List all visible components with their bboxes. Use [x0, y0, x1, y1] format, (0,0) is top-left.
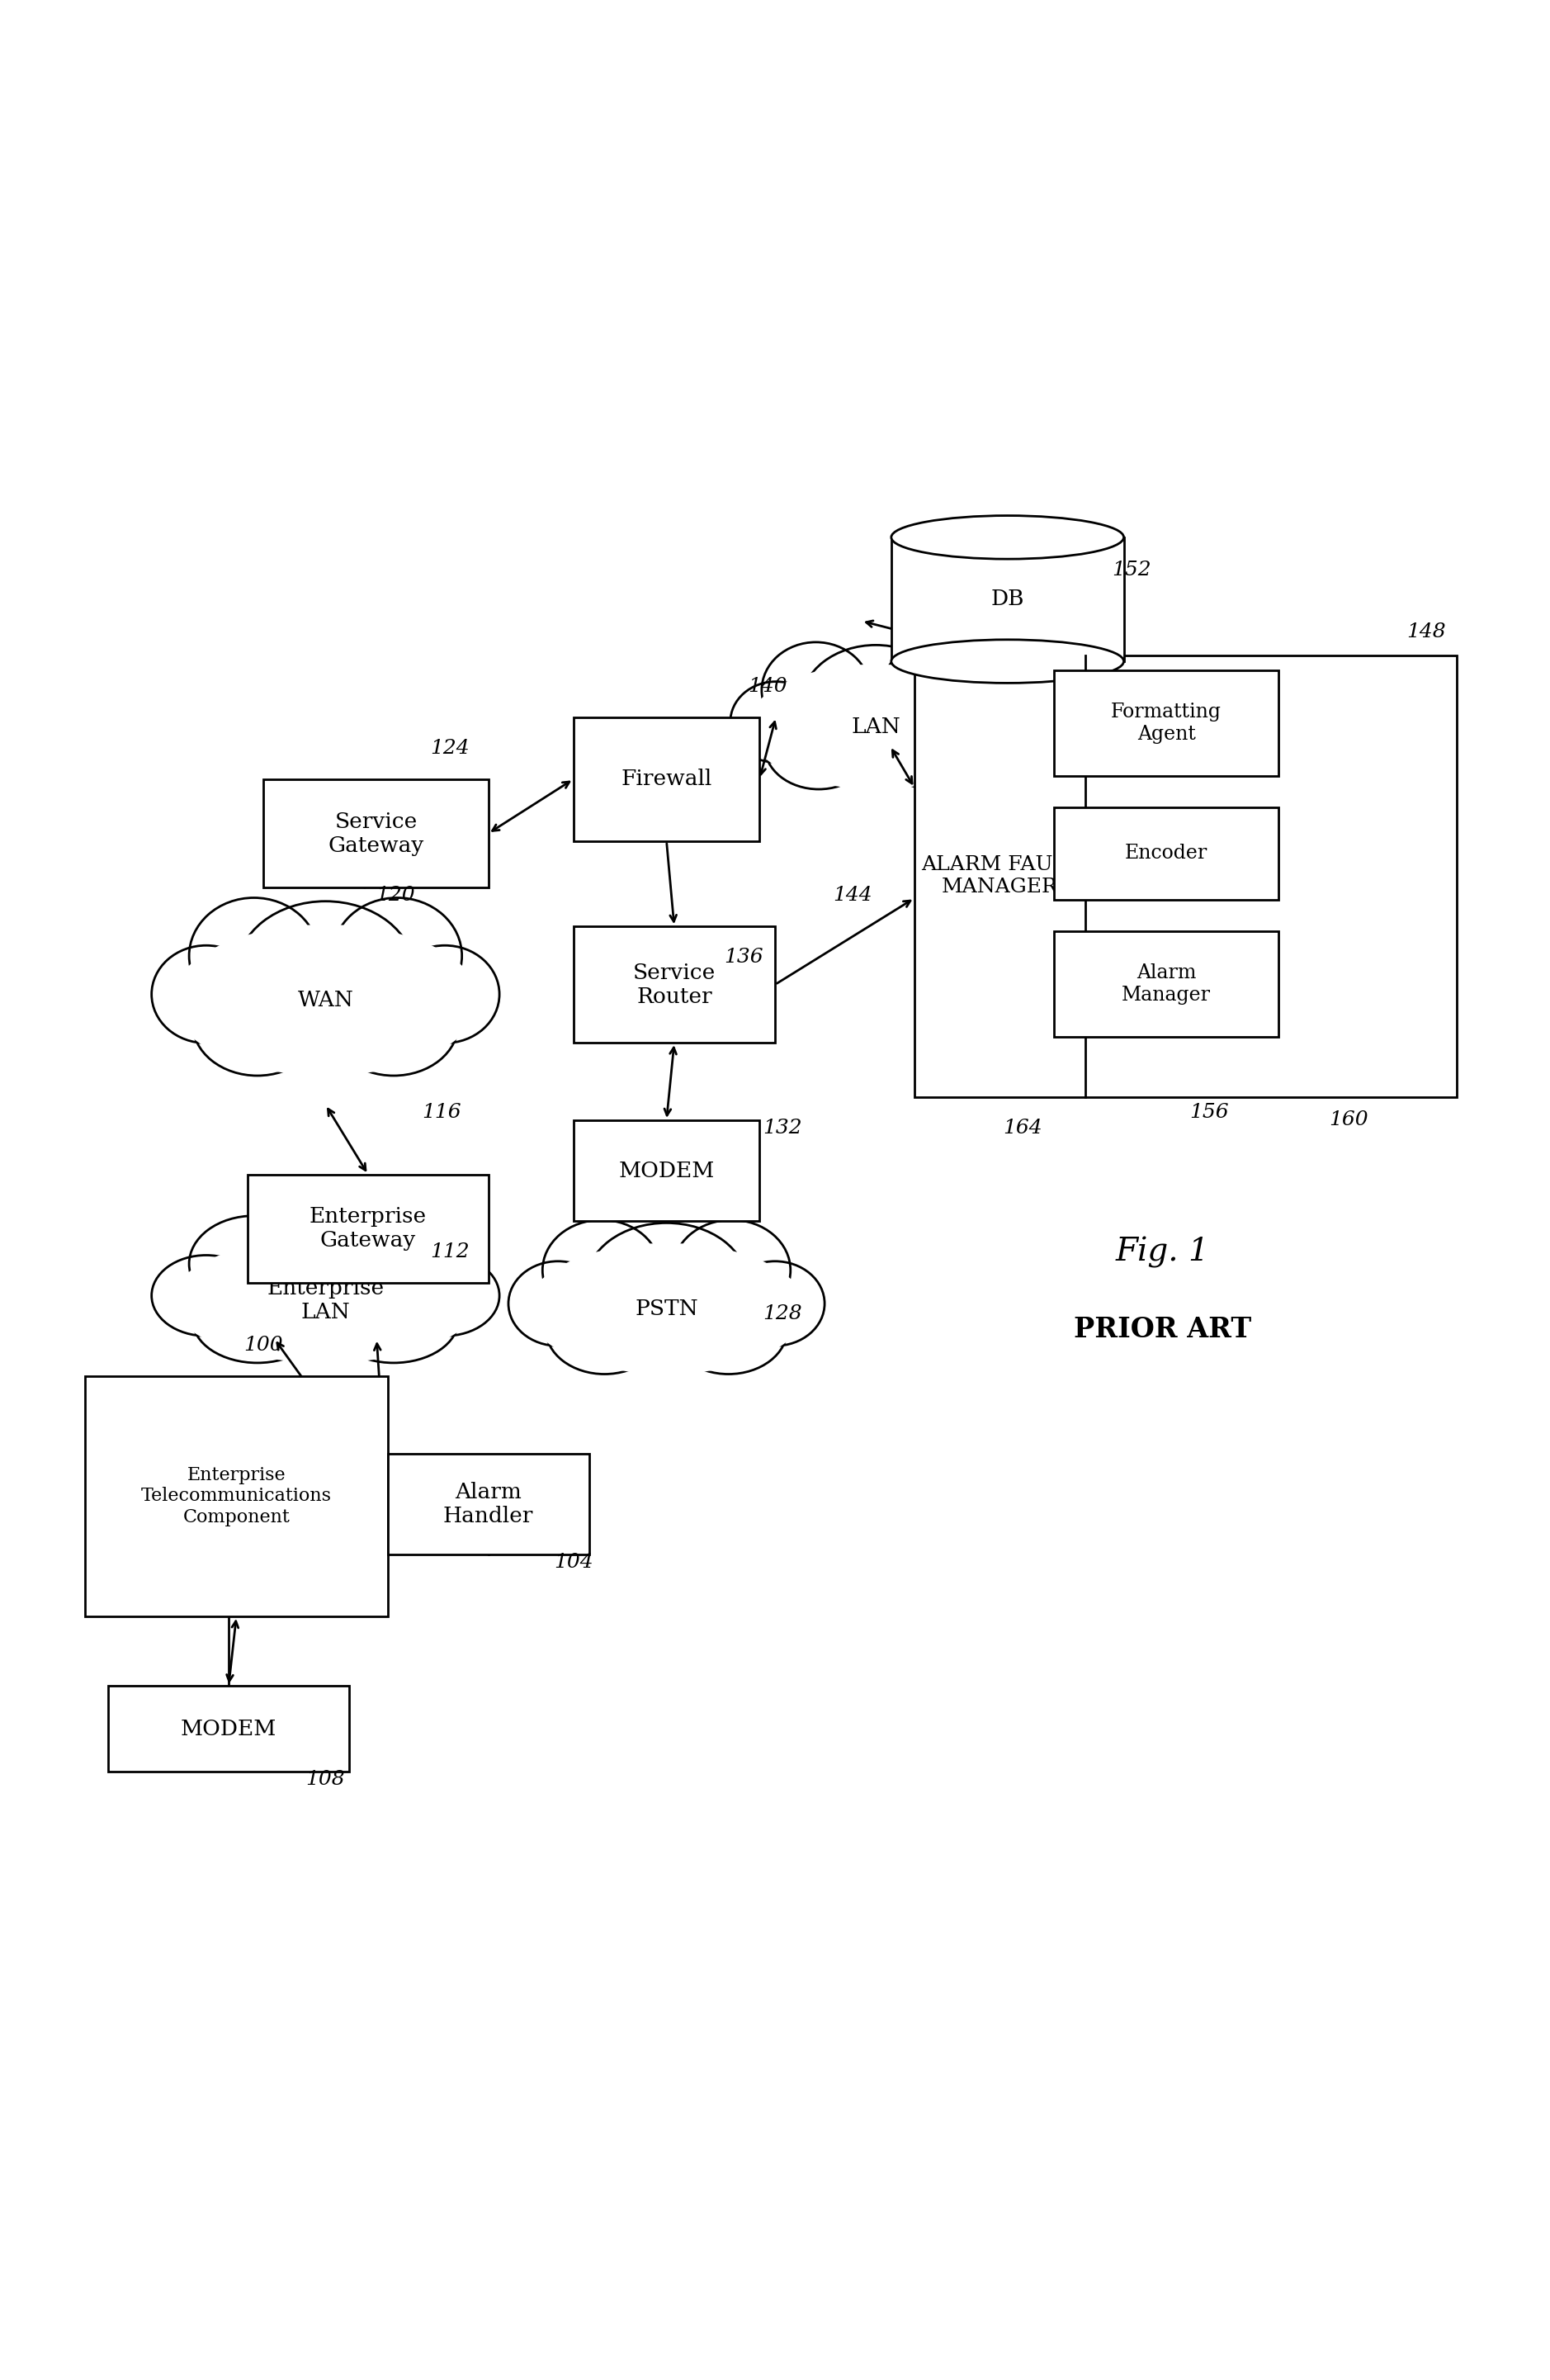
Ellipse shape — [329, 1276, 459, 1364]
Ellipse shape — [879, 702, 987, 790]
FancyBboxPatch shape — [85, 1376, 388, 1616]
Text: Enterprise
LAN: Enterprise LAN — [267, 1278, 384, 1323]
Text: Alarm
Handler: Alarm Handler — [443, 1483, 533, 1526]
Text: ALARM FAULT
MANAGER: ALARM FAULT MANAGER — [921, 854, 1079, 897]
Text: MODEM: MODEM — [181, 1718, 276, 1740]
Ellipse shape — [673, 1221, 790, 1321]
Ellipse shape — [761, 643, 870, 738]
Text: 132: 132 — [763, 1119, 803, 1138]
Text: 100: 100 — [243, 1335, 284, 1354]
Text: Formatting
Agent: Formatting Agent — [1111, 702, 1221, 745]
Ellipse shape — [882, 643, 990, 738]
Ellipse shape — [172, 923, 479, 1076]
Ellipse shape — [730, 681, 822, 762]
Text: LAN: LAN — [851, 716, 901, 738]
Ellipse shape — [930, 681, 1021, 762]
Text: Enterprise
Gateway: Enterprise Gateway — [310, 1207, 426, 1252]
Ellipse shape — [891, 640, 1124, 683]
Ellipse shape — [271, 985, 380, 1073]
Text: Fig. 1: Fig. 1 — [1116, 1235, 1209, 1269]
Text: Firewall: Firewall — [622, 769, 711, 790]
Text: WAN: WAN — [298, 990, 353, 1012]
Text: Service
Router: Service Router — [632, 962, 716, 1007]
Ellipse shape — [172, 1238, 479, 1364]
Ellipse shape — [391, 1254, 499, 1335]
Ellipse shape — [271, 1288, 380, 1361]
Ellipse shape — [670, 1283, 787, 1373]
FancyBboxPatch shape — [574, 716, 760, 840]
Ellipse shape — [527, 1242, 806, 1373]
Text: Enterprise
Telecommunications
Component: Enterprise Telecommunications Component — [141, 1466, 332, 1526]
Text: 144: 144 — [832, 885, 873, 904]
Ellipse shape — [237, 1219, 414, 1335]
Ellipse shape — [189, 1216, 319, 1311]
Text: 108: 108 — [305, 1771, 346, 1790]
Ellipse shape — [586, 1223, 747, 1345]
Ellipse shape — [192, 1276, 322, 1364]
Text: Alarm
Manager: Alarm Manager — [1122, 964, 1211, 1004]
Ellipse shape — [192, 971, 322, 1076]
Ellipse shape — [831, 714, 921, 788]
Ellipse shape — [152, 1254, 260, 1335]
Text: 124: 124 — [429, 738, 470, 757]
Ellipse shape — [329, 971, 459, 1076]
Ellipse shape — [332, 897, 462, 1014]
Ellipse shape — [332, 1216, 462, 1311]
Text: 128: 128 — [763, 1304, 803, 1323]
Ellipse shape — [152, 945, 260, 1042]
Text: MODEM: MODEM — [618, 1161, 715, 1180]
Text: Encoder: Encoder — [1125, 845, 1207, 864]
FancyBboxPatch shape — [914, 654, 1457, 1097]
Ellipse shape — [189, 897, 319, 1014]
Ellipse shape — [391, 945, 499, 1042]
Ellipse shape — [508, 1261, 608, 1345]
Text: PSTN: PSTN — [635, 1297, 697, 1319]
Text: 160: 160 — [1328, 1111, 1369, 1130]
Text: 156: 156 — [1189, 1102, 1229, 1121]
FancyBboxPatch shape — [891, 538, 1124, 662]
Text: Service
Gateway: Service Gateway — [329, 812, 423, 857]
FancyBboxPatch shape — [574, 1121, 760, 1221]
FancyBboxPatch shape — [574, 926, 775, 1042]
Ellipse shape — [801, 645, 950, 759]
Ellipse shape — [764, 702, 873, 790]
Text: 136: 136 — [724, 947, 764, 966]
FancyBboxPatch shape — [388, 1454, 589, 1554]
Ellipse shape — [725, 1261, 825, 1345]
Text: 148: 148 — [1406, 624, 1446, 640]
Text: DB: DB — [990, 588, 1025, 609]
Text: 164: 164 — [1003, 1119, 1043, 1138]
Text: 152: 152 — [1111, 559, 1152, 578]
Text: 116: 116 — [422, 1102, 462, 1121]
Ellipse shape — [747, 664, 1004, 790]
Ellipse shape — [542, 1221, 660, 1321]
Text: 120: 120 — [375, 885, 415, 904]
FancyBboxPatch shape — [1054, 807, 1279, 900]
FancyBboxPatch shape — [108, 1685, 349, 1771]
Text: 104: 104 — [553, 1552, 594, 1571]
FancyBboxPatch shape — [248, 1173, 488, 1283]
Text: PRIOR ART: PRIOR ART — [1074, 1316, 1251, 1342]
FancyBboxPatch shape — [1054, 671, 1279, 776]
FancyBboxPatch shape — [264, 778, 488, 888]
Text: 112: 112 — [429, 1242, 470, 1261]
Ellipse shape — [891, 516, 1124, 559]
FancyBboxPatch shape — [1054, 931, 1279, 1038]
Ellipse shape — [617, 1295, 716, 1373]
Text: 140: 140 — [747, 676, 787, 695]
Ellipse shape — [546, 1283, 663, 1373]
Ellipse shape — [237, 902, 414, 1040]
